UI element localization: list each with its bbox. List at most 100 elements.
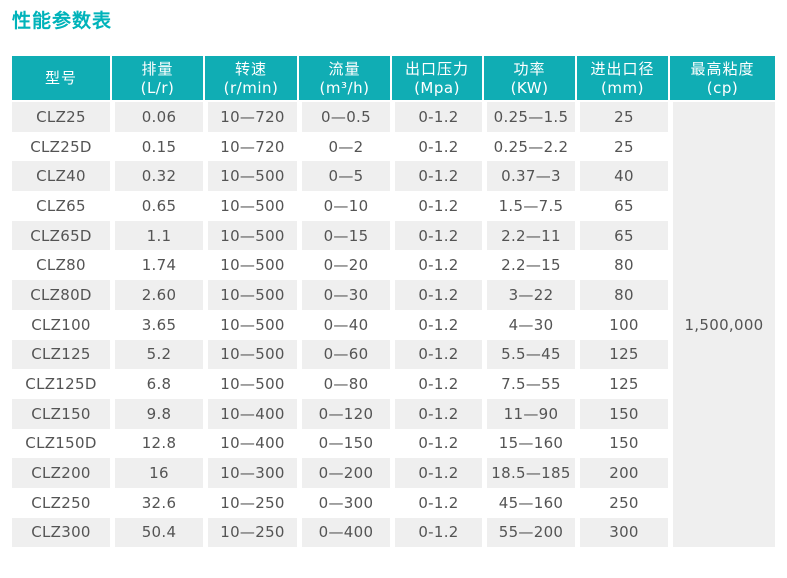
cell-speed: 10—500 bbox=[203, 309, 297, 340]
table-row: CLZ300 50.4 10—250 0—400 0-1.2 55—200 300 bbox=[12, 517, 775, 548]
cell-power: 4—30 bbox=[482, 309, 575, 340]
cell-flow: 0—20 bbox=[297, 250, 390, 281]
col-header-unit: (KW) bbox=[510, 78, 549, 97]
cell-model: CLZ25D bbox=[12, 131, 110, 162]
cell-power: 18.5—185 bbox=[482, 458, 575, 488]
cell-displacement: 12.8 bbox=[110, 428, 203, 459]
cell-port-diameter: 80 bbox=[575, 280, 668, 310]
page-title: 性能参数表 bbox=[12, 10, 113, 32]
table-row: CLZ80D 2.60 10—500 0—30 0-1.2 3—22 80 bbox=[12, 280, 775, 310]
cell-power: 2.2—15 bbox=[482, 250, 575, 281]
cell-model: CLZ300 bbox=[12, 517, 110, 548]
cell-displacement: 0.65 bbox=[110, 191, 203, 221]
cell-flow: 0—150 bbox=[297, 428, 390, 459]
cell-outlet-pressure: 0-1.2 bbox=[390, 398, 482, 429]
cell-model: CLZ65 bbox=[12, 191, 110, 221]
cell-speed: 10—720 bbox=[203, 102, 297, 132]
cell-flow: 0—300 bbox=[297, 487, 390, 518]
col-header-unit: (m³/h) bbox=[319, 78, 370, 97]
cell-port-diameter: 25 bbox=[575, 102, 668, 132]
cell-flow: 0—400 bbox=[297, 517, 390, 548]
cell-displacement: 1.1 bbox=[110, 220, 203, 251]
col-header-label: 出口压力 bbox=[404, 59, 469, 78]
cell-displacement: 9.8 bbox=[110, 398, 203, 429]
cell-model: CLZ125D bbox=[12, 369, 110, 399]
col-header-label: 进出口径 bbox=[590, 59, 655, 78]
cell-displacement: 32.6 bbox=[110, 487, 203, 518]
cell-speed: 10—400 bbox=[203, 398, 297, 429]
cell-displacement: 2.60 bbox=[110, 280, 203, 310]
cell-port-diameter: 150 bbox=[575, 398, 668, 429]
col-header-unit: (mm) bbox=[601, 78, 644, 97]
cell-speed: 10—400 bbox=[203, 428, 297, 459]
cell-power: 2.2—11 bbox=[482, 220, 575, 251]
col-header-label: 排量 bbox=[141, 59, 174, 78]
cell-flow: 0—10 bbox=[297, 191, 390, 221]
cell-power: 7.5—55 bbox=[482, 369, 575, 399]
cell-model: CLZ125 bbox=[12, 339, 110, 370]
cell-outlet-pressure: 0-1.2 bbox=[390, 339, 482, 370]
cell-outlet-pressure: 0-1.2 bbox=[390, 280, 482, 310]
cell-outlet-pressure: 0-1.2 bbox=[390, 102, 482, 132]
cell-displacement: 3.65 bbox=[110, 309, 203, 340]
col-header-unit: (r/min) bbox=[223, 78, 279, 97]
cell-outlet-pressure: 0-1.2 bbox=[390, 250, 482, 281]
col-header-label: 转速 bbox=[234, 59, 267, 78]
cell-outlet-pressure: 0-1.2 bbox=[390, 517, 482, 548]
cell-outlet-pressure: 0-1.2 bbox=[390, 428, 482, 459]
table-row: CLZ40 0.32 10—500 0—5 0-1.2 0.37—3 40 bbox=[12, 161, 775, 192]
performance-parameter-table: 型号 排量 (L/r) 转速 (r/min) 流量 (m³/h) 出口压力 (Mpa) 功率 (KW… bbox=[12, 56, 775, 548]
table-row: CLZ80 1.74 10—500 0—20 0-1.2 2.2—15 80 bbox=[12, 250, 775, 281]
cell-displacement: 16 bbox=[110, 458, 203, 488]
table-row: CLZ150D 12.8 10—400 0—150 0-1.2 15—160 150 bbox=[12, 428, 775, 459]
cell-flow: 0—120 bbox=[297, 398, 390, 429]
cell-port-diameter: 300 bbox=[575, 517, 668, 548]
cell-flow: 0—80 bbox=[297, 369, 390, 399]
table-row: CLZ65D 1.1 10—500 0—15 0-1.2 2.2—11 65 bbox=[12, 220, 775, 251]
cell-port-diameter: 125 bbox=[575, 339, 668, 370]
cell-port-diameter: 65 bbox=[575, 191, 668, 221]
cell-port-diameter: 100 bbox=[575, 309, 668, 340]
cell-outlet-pressure: 0-1.2 bbox=[390, 161, 482, 192]
cell-port-diameter: 80 bbox=[575, 250, 668, 281]
cell-speed: 10—500 bbox=[203, 161, 297, 192]
cell-flow: 0—5 bbox=[297, 161, 390, 192]
cell-model: CLZ80D bbox=[12, 280, 110, 310]
cell-port-diameter: 25 bbox=[575, 131, 668, 162]
col-header-flow: 流量 (m³/h) bbox=[297, 56, 390, 102]
cell-model: CLZ250 bbox=[12, 487, 110, 518]
cell-flow: 0—40 bbox=[297, 309, 390, 340]
cell-port-diameter: 125 bbox=[575, 369, 668, 399]
cell-port-diameter: 250 bbox=[575, 487, 668, 518]
cell-displacement: 1.74 bbox=[110, 250, 203, 281]
cell-flow: 0—15 bbox=[297, 220, 390, 251]
cell-displacement: 0.06 bbox=[110, 102, 203, 132]
col-header-unit: (cp) bbox=[706, 78, 739, 97]
table-row: CLZ125D 6.8 10—500 0—80 0-1.2 7.5—55 125 bbox=[12, 369, 775, 399]
table-row: CLZ25 0.06 10—720 0—0.5 0-1.2 0.25—1.5 25 1,500… bbox=[12, 102, 775, 548]
col-header-label: 型号 bbox=[44, 68, 77, 87]
cell-power: 0.37—3 bbox=[482, 161, 575, 192]
cell-flow: 0—200 bbox=[297, 458, 390, 488]
cell-max-viscosity-merged: 1,500,000 bbox=[668, 102, 775, 548]
cell-displacement: 0.15 bbox=[110, 131, 203, 162]
cell-outlet-pressure: 0-1.2 bbox=[390, 220, 482, 251]
cell-outlet-pressure: 0-1.2 bbox=[390, 191, 482, 221]
cell-port-diameter: 200 bbox=[575, 458, 668, 488]
col-header-max-viscosity: 最高粘度 (cp) bbox=[668, 56, 775, 102]
table-header: 型号 排量 (L/r) 转速 (r/min) 流量 (m³/h) 出口压力 (Mpa) 功率 (KW… bbox=[12, 56, 775, 102]
cell-flow: 0—0.5 bbox=[297, 102, 390, 132]
cell-model: CLZ80 bbox=[12, 250, 110, 281]
cell-speed: 10—500 bbox=[203, 369, 297, 399]
cell-power: 55—200 bbox=[482, 517, 575, 548]
col-header-outlet-pressure: 出口压力 (Mpa) bbox=[390, 56, 482, 102]
cell-power: 5.5—45 bbox=[482, 339, 575, 370]
table-row: CLZ125 5.2 10—500 0—60 0-1.2 5.5—45 125 bbox=[12, 339, 775, 370]
cell-port-diameter: 150 bbox=[575, 428, 668, 459]
cell-outlet-pressure: 0-1.2 bbox=[390, 131, 482, 162]
cell-displacement: 50.4 bbox=[110, 517, 203, 548]
col-header-model: 型号 bbox=[12, 56, 110, 102]
col-header-unit: (L/r) bbox=[140, 78, 175, 97]
cell-model: CLZ200 bbox=[12, 458, 110, 488]
col-header-displacement: 排量 (L/r) bbox=[110, 56, 203, 102]
